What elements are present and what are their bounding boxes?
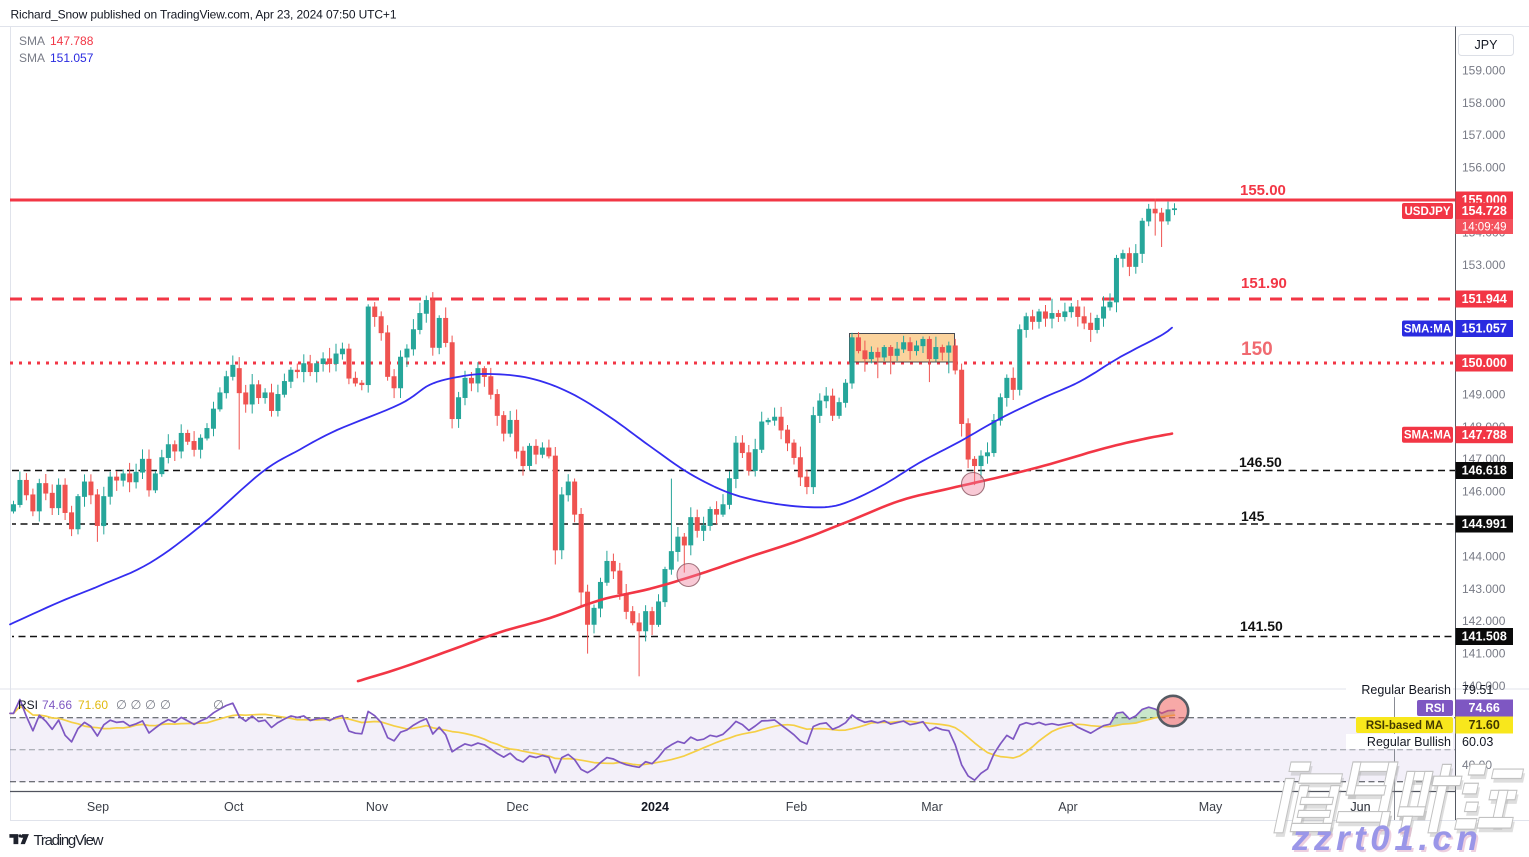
svg-text:60.03: 60.03	[1462, 735, 1493, 749]
svg-text:May: May	[1199, 800, 1223, 814]
svg-text:146.618: 146.618	[1462, 464, 1507, 478]
svg-text:∅: ∅	[145, 698, 156, 712]
svg-text:151.057: 151.057	[50, 51, 94, 65]
svg-text:2024: 2024	[641, 800, 669, 814]
svg-text:151.90: 151.90	[1241, 275, 1287, 292]
svg-text:140.000: 140.000	[1462, 679, 1506, 693]
svg-text:141.000: 141.000	[1462, 647, 1506, 661]
svg-text:144.000: 144.000	[1462, 549, 1506, 563]
svg-text:Oct: Oct	[224, 800, 244, 814]
svg-text:143.000: 143.000	[1462, 582, 1506, 596]
svg-text:149.000: 149.000	[1462, 387, 1506, 401]
svg-text:Richard_Snow published on Trad: Richard_Snow published on TradingView.co…	[11, 8, 397, 22]
svg-text:SMA: SMA	[19, 51, 45, 65]
svg-text:USDJPY: USDJPY	[1404, 206, 1450, 218]
svg-text:151.057: 151.057	[1462, 322, 1507, 336]
svg-text:74.66: 74.66	[42, 698, 72, 712]
svg-text:SMA:MA: SMA:MA	[1404, 324, 1451, 336]
svg-text:151.944: 151.944	[1462, 292, 1507, 306]
svg-text:RSI: RSI	[1425, 703, 1444, 715]
svg-text:157.000: 157.000	[1462, 128, 1506, 142]
svg-text:Feb: Feb	[786, 800, 808, 814]
svg-text:Mar: Mar	[921, 800, 943, 814]
svg-text:158.000: 158.000	[1462, 96, 1506, 110]
svg-text:JPY: JPY	[1475, 38, 1499, 52]
svg-text:SMA: SMA	[19, 34, 45, 48]
svg-text:79.51: 79.51	[1462, 683, 1493, 697]
svg-text:71.60: 71.60	[1469, 718, 1500, 732]
svg-text:147.788: 147.788	[1462, 428, 1507, 442]
svg-text:∅: ∅	[131, 698, 142, 712]
svg-text:∅: ∅	[116, 698, 127, 712]
svg-text:TradingView: TradingView	[34, 832, 104, 849]
svg-text:SMA:MA: SMA:MA	[1404, 430, 1451, 442]
svg-text:145: 145	[1241, 508, 1265, 524]
svg-text:RSI: RSI	[18, 698, 38, 712]
svg-text:159.000: 159.000	[1462, 63, 1506, 77]
svg-text:141.50: 141.50	[1240, 618, 1283, 634]
svg-text:147.788: 147.788	[50, 34, 94, 48]
svg-text:156.000: 156.000	[1462, 161, 1506, 175]
svg-text:zzrt01.cn: zzrt01.cn	[1293, 821, 1484, 857]
svg-text:RSI-based MA: RSI-based MA	[1366, 720, 1443, 732]
svg-text:zzrt01.cn: zzrt01.cn	[1291, 819, 1482, 857]
svg-text:154.728: 154.728	[1462, 204, 1507, 218]
svg-text:Apr: Apr	[1058, 800, 1077, 814]
svg-text:∅: ∅	[213, 698, 224, 712]
svg-text:74.66: 74.66	[1469, 701, 1500, 715]
svg-text:146.000: 146.000	[1462, 485, 1506, 499]
svg-text:150: 150	[1241, 339, 1273, 360]
svg-text:146.50: 146.50	[1239, 454, 1282, 470]
svg-text:144.991: 144.991	[1462, 517, 1507, 531]
svg-text:14:09:49: 14:09:49	[1462, 222, 1507, 234]
svg-text:Sep: Sep	[87, 800, 109, 814]
svg-text:153.000: 153.000	[1462, 258, 1506, 272]
svg-text:71.60: 71.60	[78, 698, 108, 712]
svg-text:Regular Bearish: Regular Bearish	[1361, 683, 1451, 697]
svg-text:Nov: Nov	[366, 800, 389, 814]
svg-text:150.000: 150.000	[1462, 356, 1507, 370]
svg-text:142.000: 142.000	[1462, 614, 1506, 628]
svg-text:141.508: 141.508	[1462, 630, 1507, 644]
svg-text:Jun: Jun	[1350, 800, 1370, 814]
svg-text:Regular Bullish: Regular Bullish	[1367, 735, 1451, 749]
svg-text:Dec: Dec	[506, 800, 528, 814]
svg-text:155.00: 155.00	[1240, 182, 1286, 199]
svg-text:Jun: Jun	[1350, 800, 1370, 814]
svg-text:∅: ∅	[160, 698, 171, 712]
